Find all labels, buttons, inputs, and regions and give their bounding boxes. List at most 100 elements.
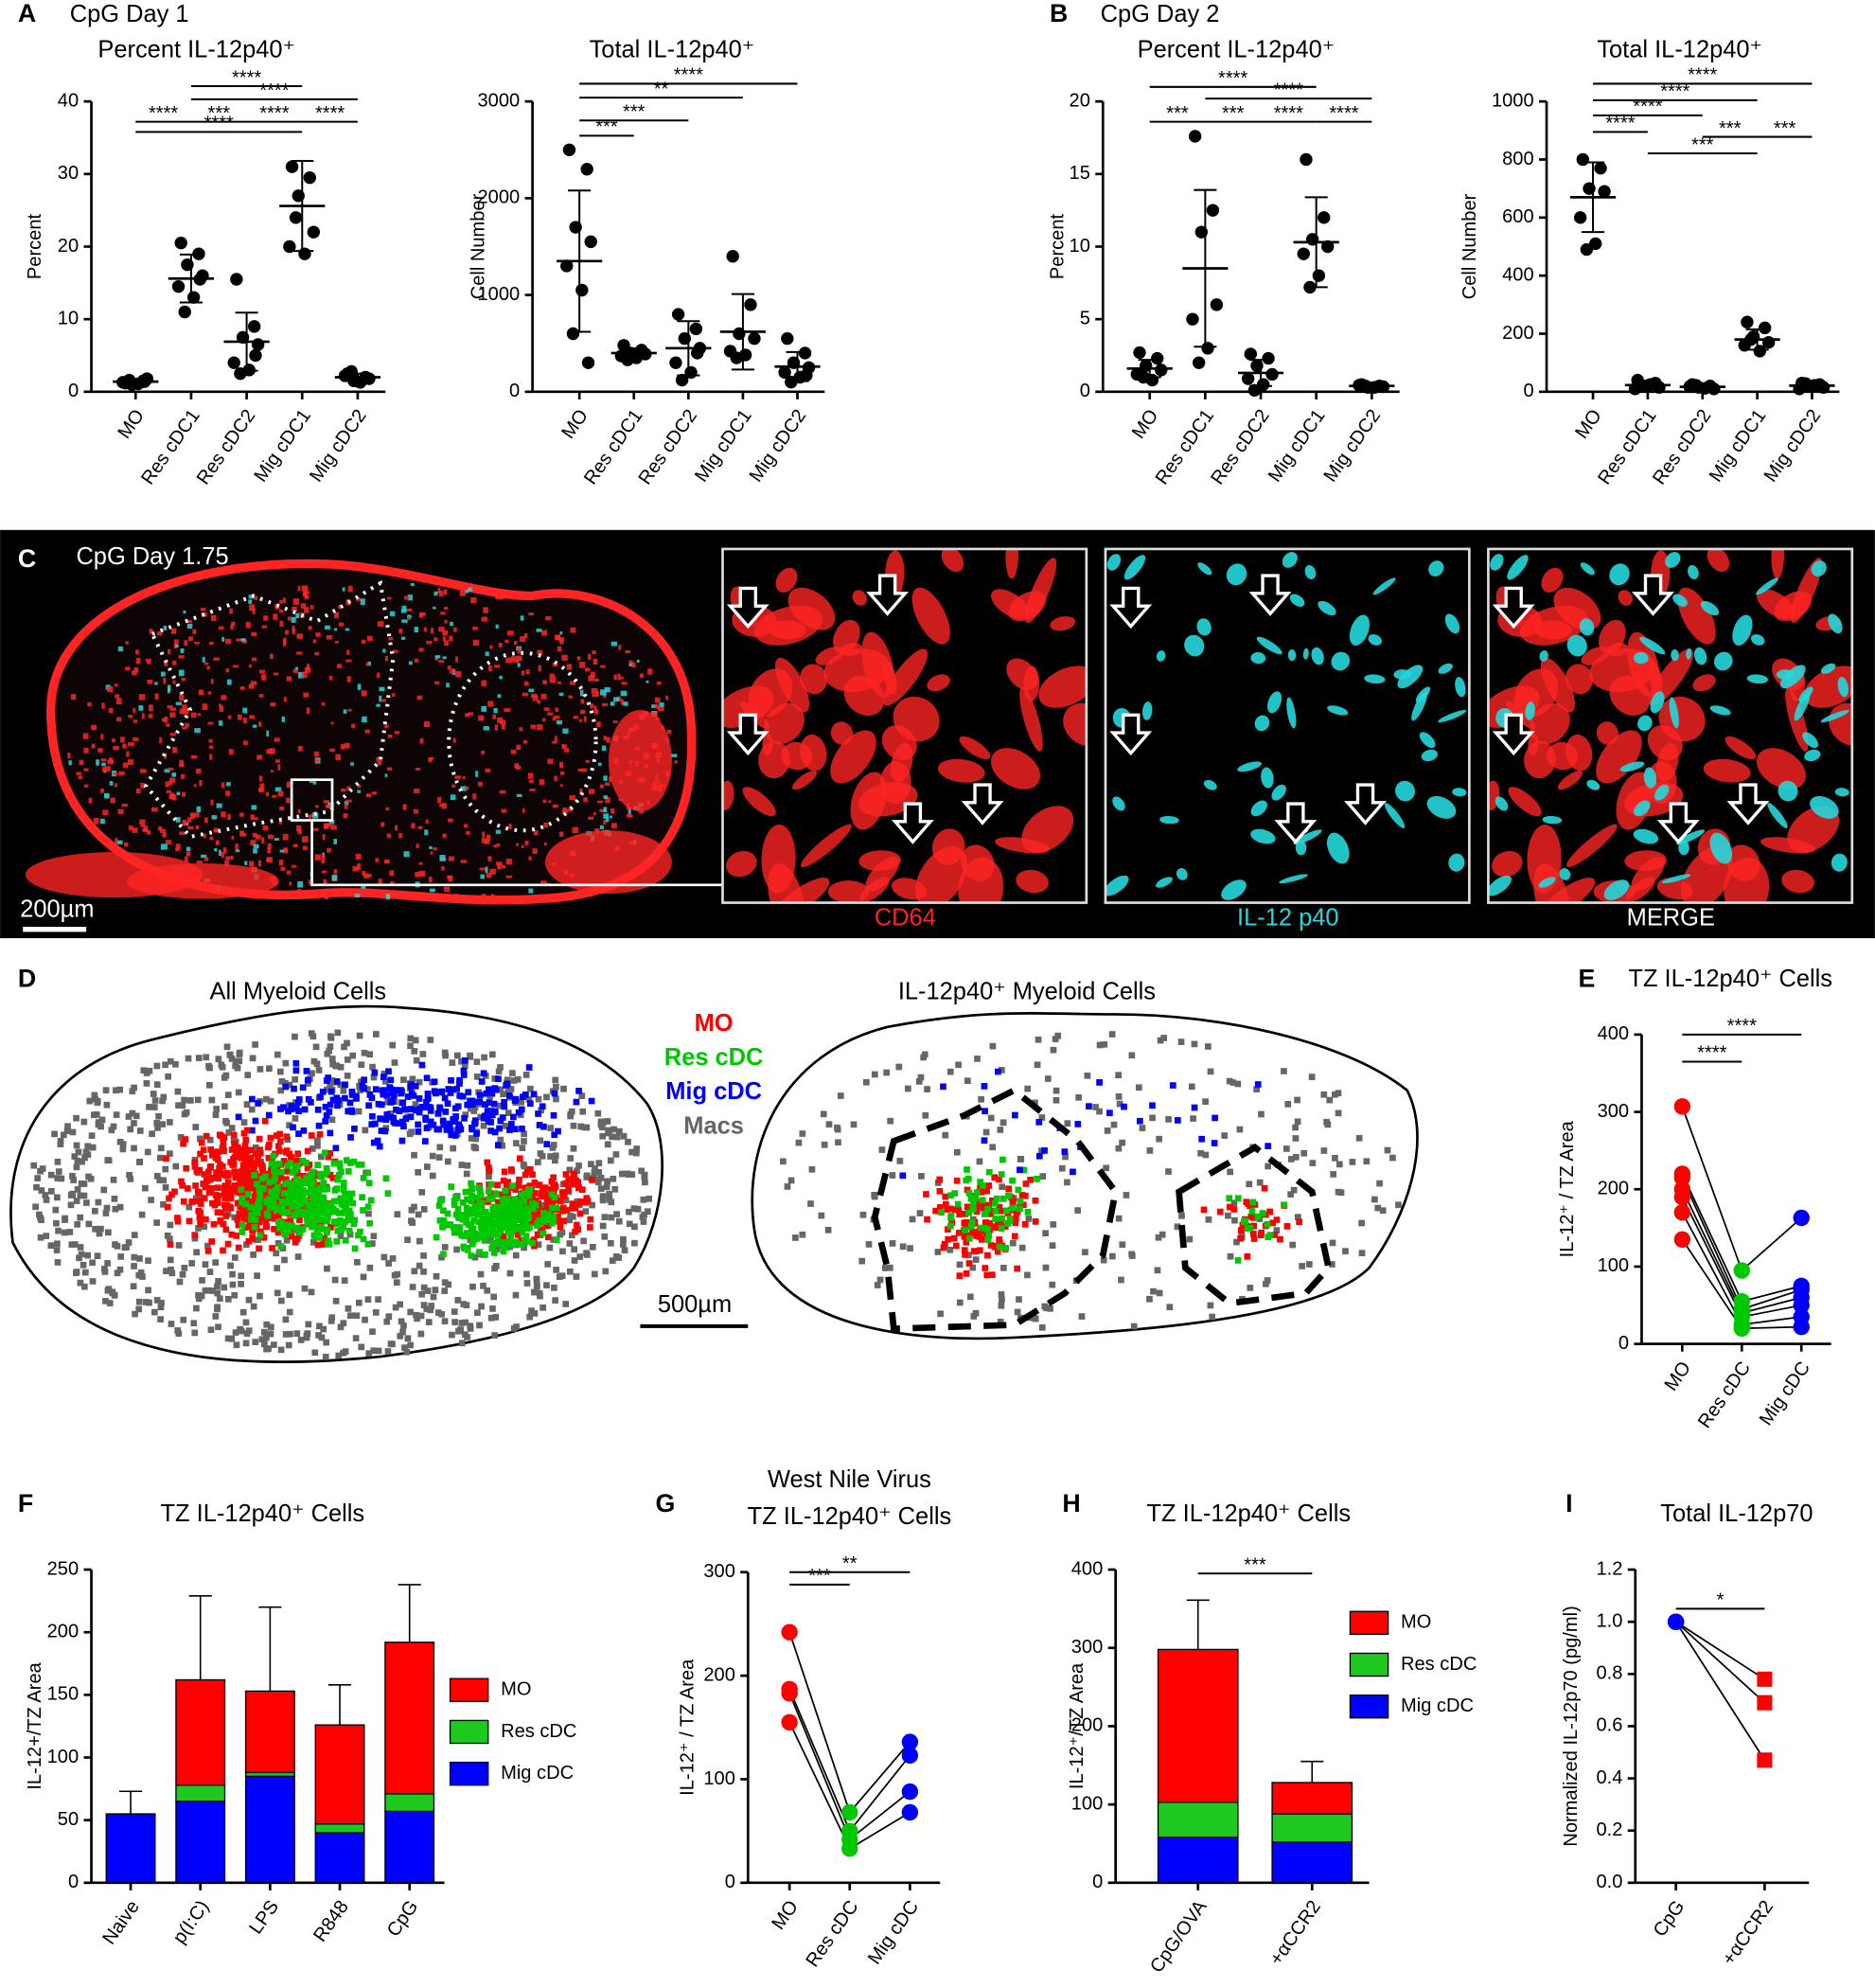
tissue-speck (408, 661, 413, 666)
data-point (781, 331, 794, 346)
map-cell (487, 1127, 494, 1134)
map-cell (436, 1216, 444, 1224)
tissue-speck (409, 894, 413, 897)
tissue-speck (647, 668, 653, 675)
tissue-speck (115, 694, 120, 699)
map-cell (305, 1095, 312, 1103)
map-cell (352, 1335, 360, 1341)
map-cell (281, 1209, 288, 1216)
map-cell (316, 1130, 324, 1138)
map-cell (398, 1137, 406, 1145)
map-cell (547, 1153, 554, 1160)
legend-swatch (449, 1677, 489, 1702)
tissue-speck (443, 589, 448, 595)
map-cell (455, 1121, 462, 1128)
map-cell (1177, 1038, 1185, 1045)
tissue-speck (309, 814, 311, 822)
tissue-speck (363, 873, 369, 879)
map-cell (144, 1148, 151, 1156)
map-cell (325, 1237, 332, 1245)
map-title: All Myeloid Cells (210, 978, 387, 1004)
map-cell (1335, 1090, 1342, 1097)
map-cell (427, 1037, 434, 1043)
map-cell (214, 1184, 221, 1191)
data-point (744, 298, 757, 311)
tissue-speck (168, 648, 171, 655)
tissue-speck (186, 817, 192, 823)
map-cell (646, 1195, 653, 1202)
map-cell (67, 1201, 75, 1209)
map-cell (573, 1098, 580, 1106)
tissue-speck (628, 663, 633, 666)
map-cell (450, 1145, 457, 1152)
tissue-speck (310, 605, 314, 610)
map-cell (587, 1216, 594, 1223)
map-cell (633, 1145, 641, 1152)
tissue-speck (167, 704, 173, 709)
cell-signal (1654, 784, 1670, 801)
map-cell (303, 1068, 310, 1074)
map-cell (325, 1213, 331, 1220)
map-cell (583, 1124, 591, 1131)
map-cell (188, 1198, 196, 1205)
tissue-speck (226, 679, 232, 685)
tissue-speck (315, 632, 321, 637)
map-cell (68, 1241, 76, 1248)
map-cell (597, 1121, 605, 1128)
map-cell (228, 1231, 236, 1238)
map-cell (316, 1198, 324, 1205)
tissue-speck (245, 621, 251, 629)
y-tick-label: 0 (509, 381, 520, 401)
map-cell (976, 1247, 983, 1254)
tissue-speck (603, 694, 607, 699)
tissue-speck (566, 664, 573, 670)
map-cell (239, 1195, 246, 1202)
map-cell (463, 1302, 470, 1309)
map-cell (192, 1182, 199, 1189)
cell-signal (1672, 594, 1688, 607)
cell-signal (1452, 788, 1467, 797)
map-cell (239, 1221, 246, 1229)
tissue-speck (477, 781, 483, 787)
tissue-speck (403, 851, 410, 858)
map-cell (224, 1296, 232, 1303)
map-cell (116, 1203, 124, 1211)
tissue-speck (403, 595, 410, 600)
map-cell (382, 1175, 390, 1182)
map-cell (156, 1177, 164, 1183)
map-cell (578, 1092, 586, 1099)
tissue-speck (270, 702, 276, 707)
map-cell (461, 1114, 468, 1122)
tissue-speck (202, 703, 208, 710)
map-cell (96, 1230, 103, 1237)
map-cell (453, 1246, 460, 1253)
map-cell (481, 1237, 488, 1244)
map-cell (349, 1052, 357, 1059)
map-cell (265, 1144, 272, 1151)
map-cell (1292, 1135, 1300, 1142)
map-cell (293, 1224, 300, 1232)
map-cell (427, 1306, 434, 1314)
map-cell (1294, 1214, 1301, 1220)
map-cell (878, 1146, 886, 1153)
map-cell (1100, 1256, 1107, 1264)
map-cell (537, 1150, 544, 1157)
map-cell (201, 1195, 208, 1202)
map-cell (271, 1225, 277, 1233)
map-cell (1254, 1081, 1262, 1088)
map-cell (331, 1218, 339, 1226)
cell-signal (1112, 796, 1125, 811)
map-cell (416, 1095, 423, 1102)
tissue-speck (580, 768, 588, 772)
cell-signal (1700, 600, 1720, 616)
map-cell (224, 1240, 232, 1248)
map-cell (286, 1308, 293, 1316)
tissue-speck (225, 790, 231, 796)
map-cell (95, 1198, 102, 1206)
cell-signal (1633, 651, 1649, 665)
tissue-speck (545, 615, 552, 621)
tissue-speck (401, 605, 407, 612)
cell-signal (1282, 552, 1298, 568)
tissue-speck (248, 595, 254, 599)
map-legend-label: MO (695, 1010, 734, 1037)
